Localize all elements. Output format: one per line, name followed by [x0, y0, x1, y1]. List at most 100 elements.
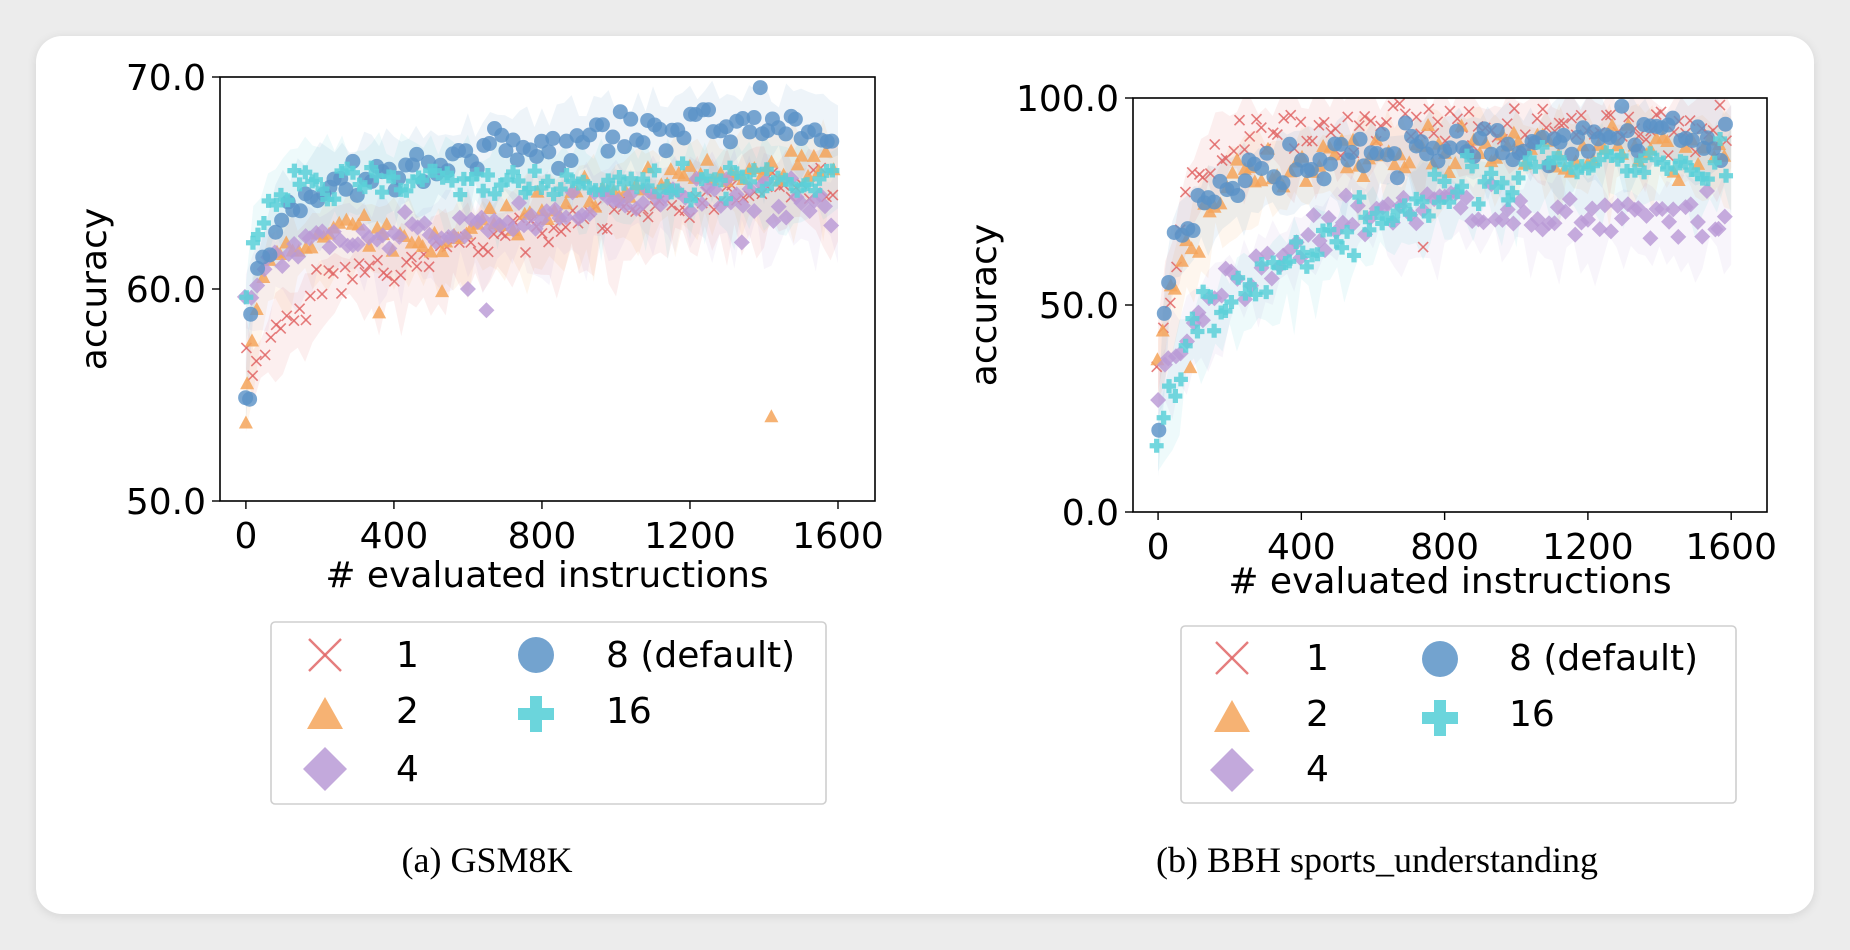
legend-label-8: 8 (default)	[606, 635, 795, 676]
data-point-plus	[1362, 222, 1377, 237]
legend-label-2: 2	[396, 691, 419, 732]
data-point-plus	[1528, 159, 1543, 174]
data-point-x	[1558, 117, 1570, 129]
data-point-plus	[1375, 216, 1390, 231]
data-point-plus	[315, 182, 330, 197]
data-point-triangle	[240, 376, 255, 390]
data-point-circle	[262, 247, 278, 263]
data-point-x	[1359, 110, 1371, 122]
data-point-circle	[605, 129, 621, 145]
caption-b: (b) BBH sports_understanding	[1156, 840, 1598, 880]
data-point-diamond	[478, 302, 495, 319]
data-point-circle	[742, 124, 758, 140]
data-point-diamond	[1638, 207, 1655, 224]
data-point-plus	[357, 180, 372, 195]
data-point-plus	[261, 193, 276, 208]
data-point-plus	[1563, 160, 1578, 175]
data-point-plus	[1259, 285, 1274, 300]
data-point-plus	[1501, 192, 1516, 207]
data-point-plus	[444, 173, 459, 188]
data-point-diamond	[1670, 228, 1687, 245]
data-point-plus	[1505, 185, 1520, 200]
data-point-plus	[629, 180, 644, 195]
data-point-circle	[1275, 175, 1291, 191]
chart-gsm8k: 0 400 800 1200 1600 50.0 60.0 70.0 # evaluated…	[74, 58, 884, 880]
data-point-x	[359, 266, 371, 279]
data-point-plus	[1450, 185, 1465, 200]
data-point-plus	[1352, 190, 1367, 205]
data-point-plus	[250, 227, 265, 242]
data-point-plus	[660, 179, 675, 194]
legend-label-2: 2	[1306, 694, 1329, 735]
data-point-x	[1463, 106, 1475, 118]
data-point-diamond	[770, 198, 787, 215]
data-point-x	[423, 261, 435, 273]
data-point-triangle	[1448, 156, 1463, 170]
data-point-plus	[595, 182, 610, 197]
data-point-x	[827, 189, 839, 201]
y-axis-label: accuracy	[74, 208, 115, 370]
data-point-diamond	[734, 197, 751, 214]
data-point-plus	[1649, 152, 1664, 167]
data-point-x	[294, 303, 306, 315]
data-point-plus	[1238, 286, 1253, 301]
data-point-triangle	[784, 143, 799, 157]
data-point-circle	[1156, 305, 1172, 321]
data-point-plus	[635, 172, 650, 187]
data-point-diamond	[1516, 204, 1533, 221]
data-point-x	[381, 270, 393, 282]
data-point-plus	[493, 178, 508, 193]
data-point-x	[1244, 130, 1256, 142]
data-point-diamond	[451, 209, 468, 226]
data-point-plus	[1620, 164, 1635, 179]
data-point-plus	[280, 193, 295, 208]
data-point-plus	[1592, 152, 1607, 167]
data-point-circle	[274, 212, 290, 228]
data-point-plus	[713, 173, 728, 188]
data-point-plus	[1203, 289, 1218, 304]
caption-a: (a) GSM8K	[402, 840, 573, 880]
data-point-triangle	[1506, 125, 1521, 139]
data-point-circle	[1352, 131, 1368, 147]
data-point-x	[1714, 99, 1726, 111]
data-point-plus	[735, 169, 750, 184]
data-point-triangle	[256, 270, 271, 284]
data-point-diamond	[1654, 200, 1671, 217]
data-point-triangle	[818, 144, 833, 158]
data-point-plus	[1358, 210, 1373, 225]
data-point-plus	[1489, 180, 1504, 195]
data-point-plus	[1437, 174, 1452, 189]
data-point-plus	[1581, 161, 1596, 176]
data-point-triangle	[1387, 157, 1402, 171]
data-point-diamond	[349, 236, 366, 253]
data-point-plus	[1484, 166, 1499, 181]
data-point-circle	[735, 111, 751, 127]
data-point-diamond	[581, 205, 598, 222]
data-point-plus	[546, 187, 561, 202]
data-point-plus	[1522, 150, 1537, 165]
x-tick-label: 800	[1410, 527, 1479, 568]
data-point-diamond	[391, 228, 408, 245]
data-points	[236, 80, 841, 429]
data-point-plus	[292, 177, 307, 192]
data-point-plus	[1299, 259, 1314, 274]
data-point-triangle	[1254, 173, 1269, 187]
data-point-plus	[784, 177, 799, 192]
data-point-plus	[1173, 372, 1188, 387]
data-point-x	[1365, 115, 1377, 127]
data-point-triangle	[663, 162, 678, 176]
data-point-triangle	[435, 284, 450, 298]
data-point-plus	[640, 178, 655, 193]
legend: 1 2 4 8 (default) 16	[270, 621, 827, 805]
data-point-x	[1233, 114, 1246, 126]
data-point-diamond	[1698, 182, 1715, 199]
data-point-circle	[778, 126, 794, 142]
data-point-x	[1565, 112, 1578, 124]
data-point-circle	[1556, 127, 1572, 143]
data-point-plus	[435, 170, 450, 185]
data-point-plus	[298, 165, 313, 180]
data-point-diamond	[374, 227, 391, 244]
data-point-plus	[694, 172, 709, 187]
data-point-diamond	[823, 217, 840, 234]
data-point-x	[642, 211, 654, 223]
